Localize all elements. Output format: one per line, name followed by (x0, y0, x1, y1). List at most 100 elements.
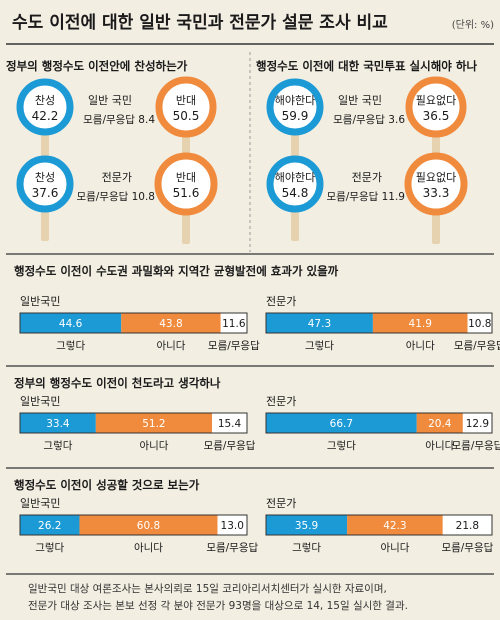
bar-1-1-segment-1 (416, 413, 463, 433)
bar-0-0-series-name: 일반국민 (20, 294, 60, 308)
bar-0-0-category-2: 모름/무응답 (208, 340, 260, 352)
bar-2-1-segment-0 (266, 515, 348, 535)
bar-1-1-category-1: 아니다 (425, 440, 454, 452)
pie-0-1-yes-stick (41, 207, 49, 241)
bar-0-1-category-1: 아니다 (406, 340, 435, 352)
pie-1-1-no-circle (404, 152, 468, 216)
bar-0-1-category-2: 모름/무응답 (454, 340, 500, 352)
bar-1-0-category-0: 그렇다 (43, 439, 72, 452)
bar-1-1-value-0: 66.7 (330, 418, 353, 430)
bar-chart-title-1: 정부의 행정수도 이전이 천도라고 생각하나 (14, 376, 221, 390)
pie-0-1-yes-value: 37.6 (32, 186, 59, 200)
pie-1-0-no-label: 필요없다 (416, 94, 456, 107)
pie-0-1-yes-label: 찬성 (35, 170, 55, 184)
pie-1-1-yes-circle (266, 155, 324, 213)
bar-2-0-segment-1 (79, 515, 218, 535)
bar-1-0-frame (19, 412, 248, 434)
pie-0-1-no-value: 51.6 (173, 186, 200, 200)
pie-1-0-yes-stick (291, 130, 299, 164)
pie-1-1-yes-label: 해야한다 (275, 170, 315, 184)
page-title: 수도 이전에 대한 일반 국민과 전문가 설문 조사 비교 (12, 13, 388, 33)
bar-1-0-value-0: 33.4 (46, 418, 70, 430)
pie-0-0-no-value: 50.5 (173, 109, 200, 123)
bar-1-1-series-name: 전문가 (266, 395, 296, 408)
bar-1-0-segment-0 (20, 413, 96, 433)
bar-0-1-value-1: 41.9 (409, 318, 432, 330)
bar-2-0-frame (19, 514, 248, 536)
pie-0-0-no-label: 반대 (176, 94, 196, 107)
pie-0-0-no-circle (155, 76, 217, 138)
pie-1-1-no-stick (432, 210, 440, 244)
pie-1-1-yes-value: 54.8 (282, 186, 309, 200)
pie-1-1-series-name: 전문가 (352, 171, 382, 184)
bar-2-1-series-name: 전문가 (266, 497, 296, 510)
bar-2-0-category-0: 그렇다 (35, 541, 64, 554)
pie-1-0-yes-label: 해야한다 (275, 93, 315, 107)
bar-0-0-segment-0 (20, 313, 122, 333)
bar-0-0-category-0: 그렇다 (56, 339, 85, 352)
bar-2-1-category-0: 그렇다 (292, 541, 321, 554)
bar-2-1-segment-1 (347, 515, 443, 535)
pie-0-1-series-name: 전문가 (102, 171, 132, 184)
pie-1-0-yes-circle (266, 78, 324, 136)
pie-0-1-yes-circle (16, 155, 74, 213)
pie-0-0-series-name: 일반 국민 (88, 93, 132, 107)
pie-0-0-undecided: 모름/무응답 8.4 (83, 114, 155, 126)
bar-0-0-value-1: 43.8 (159, 318, 182, 330)
bar-2-0-value-2: 13.0 (221, 520, 244, 532)
bar-2-0-category-1: 아니다 (134, 542, 163, 554)
pie-1-1-yes-stick (291, 207, 299, 241)
bar-2-0-segment-2 (217, 515, 247, 535)
pie-1-1-undecided: 모름/무응답 11.9 (326, 191, 405, 203)
bar-1-0-series-name: 일반국민 (20, 394, 60, 408)
bar-0-1-segment-0 (266, 313, 373, 333)
bar-0-0-frame (19, 312, 248, 334)
bar-1-1-category-0: 그렇다 (327, 439, 356, 452)
bar-0-1-series-name: 전문가 (266, 295, 296, 308)
pie-1-0-no-circle (405, 76, 467, 138)
bar-2-1-frame (265, 514, 493, 536)
pie-1-0-undecided: 모름/무응답 3.6 (333, 114, 405, 126)
bar-1-0-category-1: 아니다 (139, 440, 168, 452)
bar-0-0-value-2: 11.6 (222, 318, 246, 330)
bar-1-1-category-2: 모름/무응답 (452, 440, 500, 452)
bar-1-0-segment-2 (212, 413, 247, 433)
bar-chart-title-2: 행정수도 이전이 성공할 것으로 보는가 (14, 478, 200, 492)
bar-0-1-category-0: 그렇다 (305, 339, 334, 352)
footnote-line-1: 일반국민 대상 여론조사는 본사의뢰로 15일 코리아리서치센터가 실시한 자료… (28, 582, 387, 595)
bar-2-1-category-2: 모름/무응답 (441, 542, 493, 554)
bar-0-1-value-0: 47.3 (308, 318, 331, 330)
pie-0-0-yes-value: 42.2 (32, 109, 59, 123)
pie-1-1-no-label: 필요없다 (416, 171, 456, 184)
bar-2-1-category-1: 아니다 (380, 542, 409, 554)
bar-1-1-segment-0 (266, 413, 417, 433)
footnote-line-2: 전문가 대상 조사는 본보 선정 각 분야 전문가 93명을 대상으로 14, … (28, 599, 408, 612)
bar-1-0-value-2: 15.4 (218, 418, 242, 430)
bar-0-0-category-1: 아니다 (156, 340, 185, 352)
pie-1-0-yes-value: 59.9 (282, 109, 309, 123)
unit-label: (단위: %) (452, 18, 494, 31)
bar-1-1-segment-2 (462, 413, 492, 433)
bar-2-0-value-1: 60.8 (137, 520, 160, 532)
pie-0-1-no-label: 반대 (176, 171, 196, 184)
bar-2-1-value-1: 42.3 (383, 520, 406, 532)
pie-1-0-no-value: 36.5 (423, 109, 450, 123)
pie-0-0-yes-circle (16, 78, 74, 136)
pie-0-1-undecided: 모름/무응답 10.8 (76, 191, 155, 203)
bar-1-1-value-1: 20.4 (428, 418, 452, 430)
bar-0-1-frame (265, 312, 493, 334)
bar-2-1-value-2: 21.8 (456, 520, 479, 532)
header-band (0, 0, 500, 44)
bar-2-0-series-name: 일반국민 (20, 496, 60, 510)
pie-chart-title-0: 정부의 행정수도 이전안에 찬성하는가 (6, 59, 188, 73)
bar-1-0-segment-1 (95, 413, 213, 433)
pie-0-1-no-circle (154, 152, 218, 216)
bar-0-0-segment-2 (220, 313, 247, 333)
pie-1-0-series-name: 일반 국민 (338, 93, 382, 107)
bar-0-1-segment-1 (372, 313, 468, 333)
bar-1-0-category-2: 모름/무응답 (204, 440, 256, 452)
bar-1-1-value-2: 12.9 (466, 418, 489, 430)
pie-1-1-no-value: 33.3 (423, 186, 450, 200)
